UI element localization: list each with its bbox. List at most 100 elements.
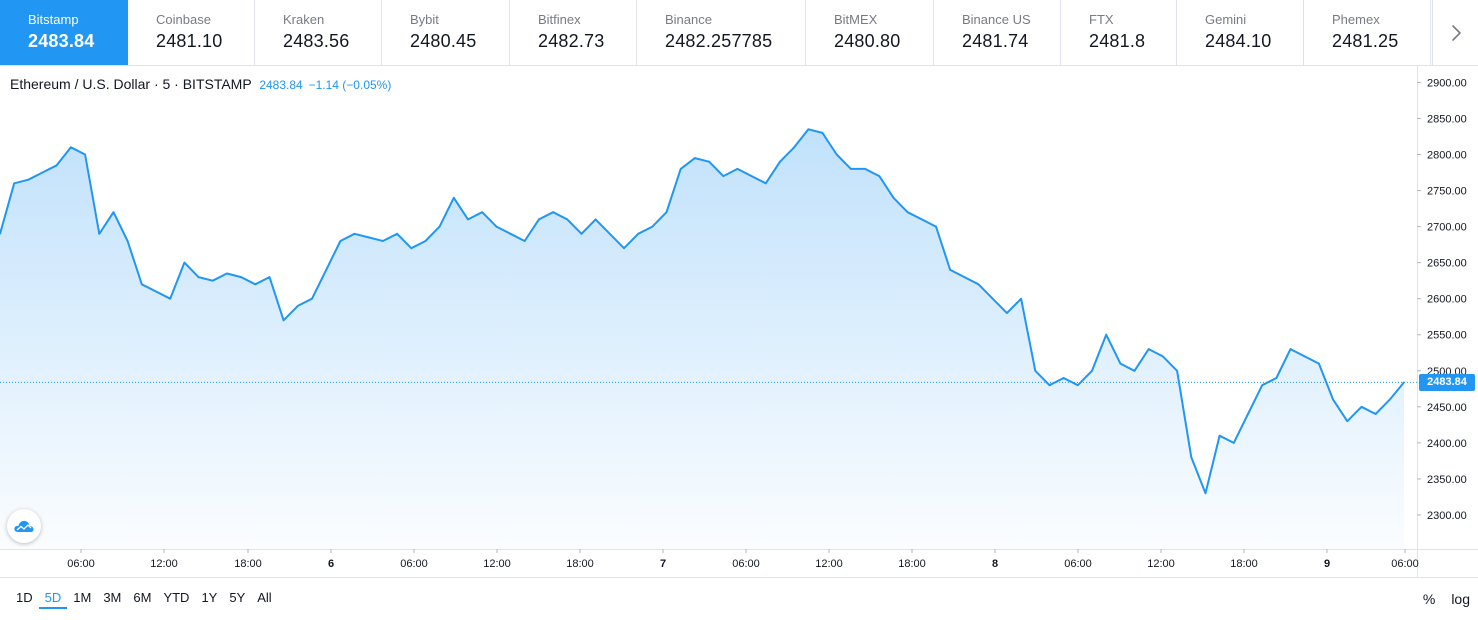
exchange-price: 2484.10 <box>1205 31 1272 51</box>
range-selector: 1D 5D 1M 3M 6M YTD 1Y 5Y All <box>10 578 278 620</box>
range-6m[interactable]: 6M <box>133 590 152 605</box>
price-point <box>339 240 342 242</box>
time-tick-label: 18:00 <box>566 558 594 570</box>
exchange-tab-phemex[interactable]: Phemex 2481.25 <box>1304 0 1431 65</box>
percent-scale-toggle[interactable]: % <box>1422 591 1436 607</box>
range-ytd[interactable]: YTD <box>163 590 190 605</box>
time-tick-label: 06:00 <box>67 558 95 570</box>
price-point <box>268 276 271 278</box>
price-point <box>779 160 781 163</box>
price-point <box>424 240 427 242</box>
price-tick-label: 2300.00 <box>1427 510 1467 522</box>
price-point <box>552 211 554 213</box>
bottom-toolbar: 1D 5D 1M 3M 6M YTD 1Y 5Y All % log <box>0 577 1478 620</box>
exchange-price: 2480.80 <box>834 31 901 51</box>
price-point <box>282 319 285 322</box>
time-tick-label: 06:00 <box>1064 558 1092 570</box>
price-point <box>1006 312 1008 314</box>
price-point <box>807 128 810 131</box>
exchange-tab-binance[interactable]: Binance 2482.257785 <box>637 0 806 65</box>
price-point <box>623 247 625 249</box>
log-scale-toggle[interactable]: log <box>1451 591 1470 607</box>
price-point <box>1332 398 1334 401</box>
price-point <box>183 261 186 264</box>
time-tick-label: 12:00 <box>150 558 178 570</box>
price-point <box>821 132 824 134</box>
price-point <box>708 160 710 163</box>
price-point <box>977 283 980 286</box>
price-point <box>1233 442 1235 444</box>
exchange-tab-coinbase[interactable]: Coinbase 2481.10 <box>128 0 255 65</box>
price-point <box>1289 348 1292 350</box>
price-point <box>1147 348 1150 350</box>
exchange-price: 2481.10 <box>156 31 223 51</box>
price-point <box>1346 420 1349 423</box>
time-tick-label: 06:00 <box>400 558 428 570</box>
time-axis[interactable]: 06:00 12:00 18:00 6 06:00 12:00 18:00 7 06:00 12:… <box>67 549 1419 570</box>
price-point <box>864 168 866 170</box>
range-1m[interactable]: 1M <box>73 590 92 605</box>
range-1d[interactable]: 1D <box>16 590 33 605</box>
next-exchanges-button[interactable] <box>1432 0 1478 65</box>
chart-area[interactable]: 2900.00 2850.00 2800.00 2750.00 2700.00 2650.… <box>0 66 1478 577</box>
price-point <box>850 168 852 170</box>
time-tick-label: 18:00 <box>898 558 926 570</box>
price-point <box>1020 297 1022 300</box>
price-point <box>325 269 328 271</box>
price-point <box>580 233 583 235</box>
price-point <box>523 240 526 242</box>
price-tick-label: 2600.00 <box>1427 294 1467 306</box>
exchange-tab-bybit[interactable]: Bybit 2480.45 <box>382 0 510 65</box>
range-all[interactable]: All <box>257 590 272 605</box>
price-point <box>1133 370 1136 372</box>
price-point <box>467 218 469 221</box>
exchange-tab-ftx[interactable]: FTX 2481.8 <box>1061 0 1177 65</box>
price-point <box>438 225 441 228</box>
price-point <box>509 233 512 235</box>
time-tick-label: 12:00 <box>1147 558 1175 570</box>
price-point <box>1105 333 1107 336</box>
exchange-name: Bitstamp <box>28 12 79 27</box>
price-axis[interactable]: 2900.00 2850.00 2800.00 2750.00 2700.00 2650.… <box>1417 77 1467 522</box>
price-point <box>155 290 157 293</box>
tradingview-logo-button[interactable] <box>7 509 41 543</box>
exchange-tab-bitmex[interactable]: BitMEX 2480.80 <box>806 0 934 65</box>
price-point <box>1091 370 1093 372</box>
price-point <box>98 233 101 235</box>
time-tick-label: 6 <box>328 558 334 570</box>
price-point <box>793 146 795 149</box>
range-1y[interactable]: 1Y <box>201 590 218 605</box>
price-point <box>84 153 86 156</box>
exchange-name: Coinbase <box>156 12 211 27</box>
time-tick-label: 12:00 <box>483 558 511 570</box>
price-point <box>1389 398 1391 401</box>
price-point <box>410 247 413 249</box>
price-tick-label: 2350.00 <box>1427 474 1467 486</box>
price-point <box>665 211 668 213</box>
price-tick-label: 2800.00 <box>1427 150 1467 162</box>
price-tick-label: 2700.00 <box>1427 222 1467 234</box>
range-5y[interactable]: 5Y <box>229 590 246 605</box>
price-point <box>1275 377 1278 379</box>
price-point <box>27 178 30 181</box>
range-5d[interactable]: 5D <box>38 589 68 609</box>
exchange-tab-bitfinex[interactable]: Bitfinex 2482.73 <box>510 0 637 65</box>
price-chart[interactable]: 2900.00 2850.00 2800.00 2750.00 2700.00 2650.… <box>0 66 1478 577</box>
chart-legend: Ethereum / U.S. Dollar · 5 · BITSTAMP 24… <box>10 76 391 92</box>
exchange-tab-gemini[interactable]: Gemini 2484.10 <box>1177 0 1304 65</box>
time-tick-label: 9 <box>1324 558 1330 570</box>
range-3m[interactable]: 3M <box>103 590 122 605</box>
exchange-price: 2483.84 <box>28 31 95 51</box>
price-point <box>311 297 313 300</box>
time-tick-label: 18:00 <box>234 558 262 570</box>
exchange-name: Gemini <box>1205 12 1247 27</box>
exchange-tab-binance-us[interactable]: Binance US 2481.74 <box>934 0 1061 65</box>
exchange-tabs: Bitstamp 2483.84 Coinbase 2481.10 Kraken… <box>0 0 1478 66</box>
price-point <box>382 240 384 242</box>
price-points <box>0 128 1405 495</box>
price-point <box>1119 362 1122 365</box>
price-point <box>935 225 937 228</box>
exchange-tab-kraken[interactable]: Kraken 2483.56 <box>255 0 382 65</box>
exchange-tab-bitstamp[interactable]: Bitstamp 2483.84 <box>0 0 128 65</box>
exchange-name: Binance US <box>962 12 1031 27</box>
